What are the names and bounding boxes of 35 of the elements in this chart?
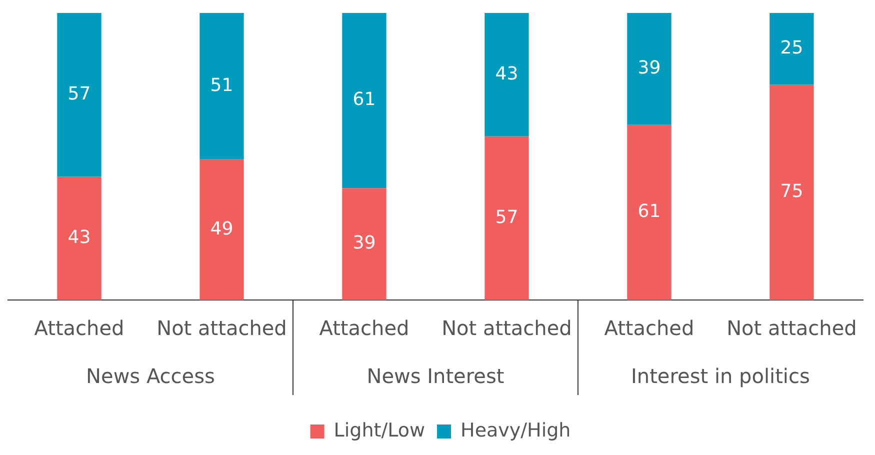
text: Interest in politics [631, 364, 810, 388]
legend-label: Heavy/High [460, 419, 571, 442]
bar [770, 13, 814, 85]
text: News Access [86, 364, 215, 388]
data-label: 57 [68, 83, 91, 104]
bar [200, 13, 244, 160]
data-label: 49 [210, 218, 234, 240]
data-label: 25 [780, 38, 804, 59]
bar [342, 188, 386, 300]
x-tick-label: Attached [604, 316, 694, 340]
bar [57, 13, 102, 177]
data-label: 39 [638, 58, 661, 79]
bar [627, 13, 672, 125]
bar [484, 136, 529, 300]
bar [57, 176, 102, 300]
x-tick-label: Not attached [726, 316, 857, 340]
bar [484, 13, 529, 136]
x-tick-label: Attached [34, 316, 124, 340]
bar [342, 13, 386, 188]
bar [627, 124, 672, 300]
data-label: 51 [210, 74, 234, 96]
data-label: 39 [352, 232, 376, 254]
data-label: 43 [495, 63, 518, 84]
bar [770, 84, 814, 300]
data-label: 75 [780, 181, 804, 202]
data-label: 61 [352, 89, 376, 110]
text: News Interest [366, 364, 504, 388]
data-label: 43 [68, 226, 91, 248]
bar [200, 159, 244, 300]
x-tick-label: Not attached [442, 316, 572, 340]
legend-label: Light/Low [334, 419, 426, 442]
data-label: 57 [495, 206, 518, 228]
data-label: 61 [638, 201, 661, 222]
x-tick-label: Attached [319, 316, 410, 340]
x-tick-label: Not attached [156, 316, 287, 340]
